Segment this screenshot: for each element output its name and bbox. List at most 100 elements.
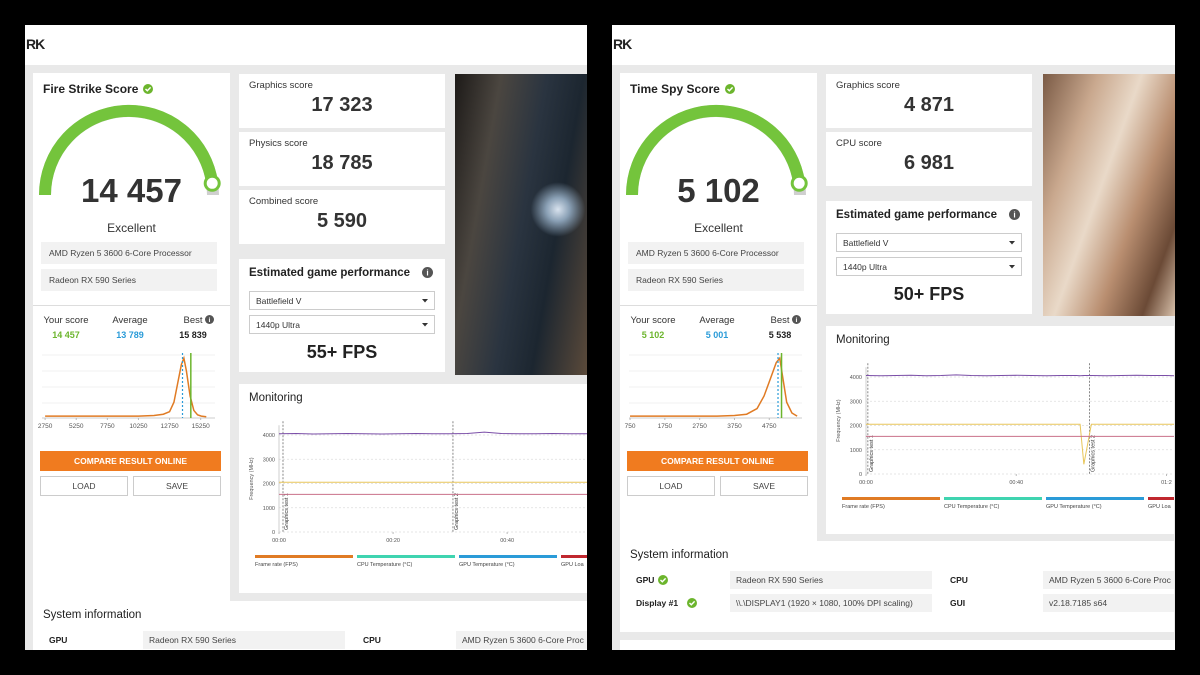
divider <box>620 305 817 306</box>
info-glyph: i <box>209 317 211 324</box>
y-tick-label: 3000 <box>263 457 275 463</box>
check-mark <box>726 86 733 92</box>
legend-swatch <box>944 497 1042 500</box>
dropdown-value: Battlefield V <box>256 296 302 306</box>
system-card: System information GPU Radeon RX 590 Serie… <box>620 541 1174 632</box>
distribution-chart: 750 1750 2750 3750 4750 <box>625 353 802 430</box>
result-panel: RK Fire Strike Score 14 457 Excellent AMD Ry… <box>25 25 587 650</box>
legend-label: GPU Loa <box>1148 504 1172 510</box>
game-card: Estimated game performance i Battlefield V… <box>239 259 445 372</box>
y-tick-label: 0 <box>859 472 862 478</box>
subscore-label: CPU score <box>836 138 882 149</box>
system-value: v2.18.7185 s64 <box>1049 598 1108 608</box>
system-value: Radeon RX 590 Series <box>736 575 823 585</box>
info-circle <box>792 315 801 324</box>
y-tick-label: 2000 <box>263 482 275 488</box>
score-title: Fire Strike Score <box>43 82 139 96</box>
button-label: SAVE <box>752 481 776 491</box>
check-mark <box>689 600 696 606</box>
benchmark-image <box>1043 74 1175 316</box>
legend-label: GPU Temperature (°C) <box>1046 504 1102 510</box>
stat-value: 14 457 <box>52 330 80 340</box>
game-title: Estimated game performance <box>836 209 998 221</box>
legend-swatch <box>561 555 587 558</box>
distribution-tick-label: 15250 <box>192 423 210 430</box>
check-circle <box>687 598 697 608</box>
benchmark-image <box>455 74 587 375</box>
header-bar: RK <box>612 25 1175 65</box>
arrow-shape <box>422 299 428 303</box>
system-value: AMD Ryzen 5 3600 6-Core Proc <box>462 635 584 645</box>
monitoring-line <box>865 374 1174 377</box>
dropdown-arrow <box>422 299 428 303</box>
gauge-fill <box>38 104 219 196</box>
compare-button[interactable]: COMPARE RESULT ONLINE <box>40 451 221 471</box>
info-glyph: i <box>796 317 798 324</box>
stat-value: 15 839 <box>179 330 207 340</box>
hardware-name: AMD Ryzen 5 3600 6-Core Processor <box>636 248 779 258</box>
distribution-curve <box>45 355 207 418</box>
dropdown[interactable]: 1440p Ultra <box>836 257 1022 276</box>
hardware-row: Radeon RX 590 Series <box>41 269 217 291</box>
y-tick-label: 2000 <box>850 424 862 430</box>
gauge-knob <box>203 174 221 192</box>
distribution-tick-label: 5250 <box>69 423 84 430</box>
subscore-label: Physics score <box>249 138 308 149</box>
save-button[interactable]: SAVE <box>720 476 808 496</box>
system-label: CPU <box>950 575 968 585</box>
dropdown-arrow <box>1009 265 1015 269</box>
stat-label: Average <box>112 315 148 326</box>
subscore-label: Graphics score <box>249 80 313 91</box>
score-value: 14 457 <box>81 172 182 209</box>
system-value-box: Radeon RX 590 Series <box>730 571 932 589</box>
save-button[interactable]: SAVE <box>133 476 221 496</box>
load-button[interactable]: LOAD <box>627 476 715 496</box>
distribution-tick-label: 1750 <box>658 423 673 430</box>
stat-value: 5 538 <box>768 330 792 340</box>
gauge-knob <box>790 174 808 192</box>
dropdown[interactable]: Battlefield V <box>836 233 1022 252</box>
y-axis-label: Frequency (MHz) <box>836 399 842 442</box>
system-value: \\.\DISPLAY1 (1920 × 1080, 100% DPI scal… <box>736 598 913 608</box>
dropdown[interactable]: 1440p Ultra <box>249 315 435 334</box>
stat-label: Best <box>183 315 203 326</box>
subscore-label: Combined score <box>249 196 319 207</box>
info-glyph: i <box>1013 211 1015 220</box>
distribution-tick-label: 12750 <box>161 423 179 430</box>
verified-icon <box>658 575 668 585</box>
hardware-row: AMD Ryzen 5 3600 6-Core Processor <box>41 242 217 264</box>
button-label: COMPARE RESULT ONLINE <box>660 456 775 466</box>
system-value: Radeon RX 590 Series <box>149 635 236 645</box>
info-circle <box>205 315 214 324</box>
load-button[interactable]: LOAD <box>40 476 128 496</box>
dropdown[interactable]: Battlefield V <box>249 291 435 310</box>
stat-label: Your score <box>43 315 89 326</box>
subscore-card: Combined score 5 590 <box>239 190 445 244</box>
legend-label: CPU Temperature (°C) <box>357 562 412 568</box>
legend-swatch <box>357 555 455 558</box>
x-tick-label: 00:40 <box>1009 480 1023 486</box>
button-label: LOAD <box>72 481 96 491</box>
y-axis-label: Frequency (MHz) <box>249 457 255 500</box>
hardware-name: Radeon RX 590 Series <box>636 275 723 285</box>
system-value-box: \\.\DISPLAY1 (1920 × 1080, 100% DPI scal… <box>730 594 932 612</box>
score-rating: Excellent <box>694 221 743 235</box>
stat-value: 13 789 <box>116 330 144 340</box>
system-label: GUI <box>950 598 966 608</box>
header-bar: RK <box>25 25 587 65</box>
check-mark <box>660 577 667 583</box>
stat-value: 5 001 <box>705 330 729 340</box>
divider <box>33 305 230 306</box>
gauge-fill <box>625 104 806 196</box>
subscore-card: Graphics score 17 323 <box>239 74 445 128</box>
arrow-shape <box>1009 265 1015 269</box>
next-card <box>620 640 1175 650</box>
hardware-row: AMD Ryzen 5 3600 6-Core Processor <box>628 242 804 264</box>
legend-swatch <box>842 497 940 500</box>
compare-button[interactable]: COMPARE RESULT ONLINE <box>627 451 808 471</box>
monitoring-title: Monitoring <box>249 392 303 404</box>
game-card: Estimated game performance i Battlefield V… <box>826 201 1032 314</box>
y-tick-label: 1000 <box>850 448 862 454</box>
x-tick-label: 00:00 <box>272 538 286 544</box>
